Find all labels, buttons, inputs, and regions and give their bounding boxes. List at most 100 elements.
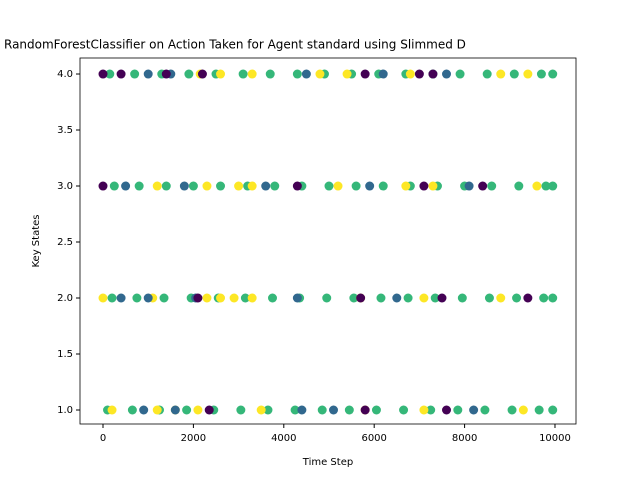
point bbox=[509, 69, 519, 79]
point bbox=[496, 293, 506, 303]
point bbox=[263, 405, 273, 415]
y-tick-label: 1.5 bbox=[57, 349, 73, 360]
point bbox=[290, 405, 300, 415]
point bbox=[184, 69, 194, 79]
point bbox=[322, 293, 332, 303]
point bbox=[197, 69, 207, 79]
point bbox=[376, 293, 386, 303]
point bbox=[496, 69, 506, 79]
point bbox=[292, 293, 302, 303]
point bbox=[105, 69, 115, 79]
y-tick-label: 3.0 bbox=[57, 181, 73, 192]
point bbox=[188, 181, 198, 191]
point bbox=[329, 405, 339, 415]
point bbox=[548, 405, 558, 415]
point bbox=[514, 181, 524, 191]
point bbox=[469, 405, 479, 415]
point bbox=[442, 405, 452, 415]
plot-frame bbox=[79, 57, 577, 425]
point bbox=[523, 293, 533, 303]
point bbox=[360, 69, 370, 79]
y-tick-label: 2.5 bbox=[57, 237, 73, 248]
point bbox=[256, 405, 266, 415]
point bbox=[426, 405, 436, 415]
point bbox=[143, 293, 153, 303]
point bbox=[378, 69, 388, 79]
point bbox=[478, 181, 488, 191]
point bbox=[536, 69, 546, 79]
point bbox=[399, 405, 409, 415]
point bbox=[130, 69, 140, 79]
point bbox=[430, 293, 440, 303]
point bbox=[442, 69, 452, 79]
point bbox=[371, 405, 381, 415]
point bbox=[455, 69, 465, 79]
point bbox=[152, 405, 162, 415]
point bbox=[342, 69, 352, 79]
point bbox=[143, 69, 153, 79]
point bbox=[428, 181, 438, 191]
point bbox=[487, 181, 497, 191]
point bbox=[482, 69, 492, 79]
point bbox=[324, 181, 334, 191]
point bbox=[437, 293, 447, 303]
point bbox=[534, 405, 544, 415]
x-tick-label: 8000 bbox=[452, 433, 477, 444]
point bbox=[247, 69, 257, 79]
point bbox=[202, 293, 212, 303]
point bbox=[170, 405, 180, 415]
x-tick-label: 0 bbox=[100, 433, 106, 444]
point bbox=[360, 405, 370, 415]
point bbox=[403, 293, 413, 303]
point bbox=[428, 69, 438, 79]
point bbox=[548, 293, 558, 303]
x-tick-label: 4000 bbox=[271, 433, 296, 444]
point bbox=[216, 69, 226, 79]
point bbox=[261, 181, 271, 191]
y-tick-label: 4.0 bbox=[57, 69, 73, 80]
point bbox=[453, 405, 463, 415]
point bbox=[464, 181, 474, 191]
point bbox=[507, 405, 517, 415]
point bbox=[297, 405, 307, 415]
x-tick-label: 2000 bbox=[181, 433, 206, 444]
point bbox=[238, 69, 248, 79]
point bbox=[292, 69, 302, 79]
point bbox=[127, 405, 137, 415]
point bbox=[107, 405, 117, 415]
point bbox=[548, 181, 558, 191]
point bbox=[161, 181, 171, 191]
x-axis-label: Time Step bbox=[302, 457, 353, 468]
point bbox=[401, 181, 411, 191]
point bbox=[98, 293, 108, 303]
point bbox=[107, 293, 117, 303]
point bbox=[159, 293, 169, 303]
point bbox=[532, 181, 542, 191]
point bbox=[301, 69, 311, 79]
point bbox=[247, 181, 257, 191]
point bbox=[247, 293, 257, 303]
point bbox=[182, 405, 192, 415]
point bbox=[134, 181, 144, 191]
point bbox=[179, 181, 189, 191]
point bbox=[480, 405, 490, 415]
chart-title: RandomForestClassifier on Action Taken f… bbox=[4, 38, 466, 52]
point bbox=[512, 293, 522, 303]
point bbox=[98, 181, 108, 191]
point bbox=[351, 181, 361, 191]
point bbox=[541, 181, 551, 191]
point bbox=[234, 181, 244, 191]
point bbox=[349, 293, 359, 303]
point bbox=[333, 181, 343, 191]
point bbox=[419, 293, 429, 303]
point bbox=[116, 293, 126, 303]
point bbox=[132, 293, 142, 303]
point bbox=[457, 293, 467, 303]
point bbox=[193, 293, 203, 303]
point bbox=[548, 69, 558, 79]
point bbox=[216, 181, 226, 191]
y-tick-label: 3.5 bbox=[57, 125, 73, 136]
point bbox=[523, 69, 533, 79]
point bbox=[315, 69, 325, 79]
point bbox=[356, 293, 366, 303]
